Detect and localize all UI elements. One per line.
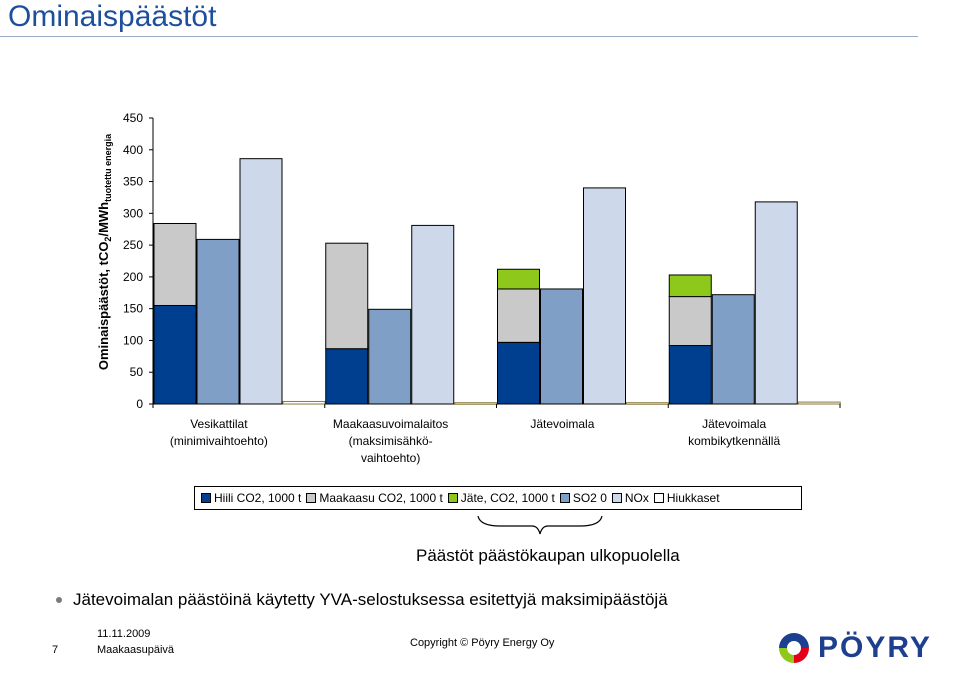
category-label-line: kombikytkennällä: [688, 434, 780, 448]
ylabel-sub2: tuotettu energia: [103, 133, 113, 202]
bar-3-series-4: [754, 201, 798, 405]
y-tick-label: 100: [123, 333, 143, 347]
category-label-line: (maksimisähkö-: [349, 434, 433, 448]
bar-1-series-3: [368, 308, 412, 405]
y-axis-label: Ominaispäästöt, tCO2/MWhtuotettu energia: [96, 133, 113, 370]
bar-0-series-0: [153, 304, 197, 405]
y-tick-label: 150: [123, 302, 143, 316]
category-label-line: Jätevoimala: [530, 417, 594, 431]
bar-2-series-0: [497, 341, 540, 405]
legend-label: SO2 0: [572, 491, 607, 505]
bar-0-series-4: [239, 158, 283, 405]
category-label: Jätevoimala: [530, 417, 594, 431]
bar-3-series-0: [668, 345, 712, 405]
bar-3-series-2: [668, 274, 712, 298]
bar-3-series-5: [797, 401, 841, 405]
legend-swatch: [306, 493, 317, 503]
category-label: Jätevoimala kombikytkennällä: [688, 417, 780, 448]
y-tick-label: 0: [136, 397, 143, 411]
ylabel-sub1: 2: [103, 237, 113, 242]
legend: Hiili CO2, 1000 t Maakaasu CO2, 1000 t Jät…: [194, 486, 802, 510]
ylabel-main: Ominaispäästöt, tCO: [96, 242, 111, 371]
legend-label: NOx: [624, 491, 649, 505]
y-tick-label: 400: [123, 143, 143, 157]
category-label: Vesikattilat (minimivaihtoehto): [170, 417, 268, 448]
svg-text:Ominaispäästöt, tCO2/MWhtuotet: Ominaispäästöt, tCO2/MWhtuotettu energia: [96, 133, 113, 370]
footer-event: Maakaasupäivä: [97, 644, 175, 656]
footer-date: 11.11.2009: [97, 628, 151, 640]
bar-1-series-1: [325, 242, 369, 350]
y-tick-label: 300: [123, 206, 143, 220]
title-divider: [0, 36, 918, 37]
bar-0-series-3: [196, 238, 240, 405]
footer-copyright: Copyright © Pöyry Energy Oy: [410, 637, 555, 649]
bar-1-series-0: [325, 348, 369, 405]
legend-item: Jäte, CO2, 1000 t: [447, 491, 555, 505]
brace: [477, 515, 603, 535]
legend-swatch: [201, 493, 211, 503]
plot-area: 0 50 100 150 200 250 300 350 400 450 Vesikattilat (…: [123, 111, 841, 465]
category-label: Maakaasuvoimalaitos (maksimisähkö-vaihtoe…: [333, 417, 448, 465]
legend-item: SO2 0: [559, 491, 607, 505]
logo-word: PÖYRY: [818, 631, 932, 664]
poyry-logo: PÖYRY: [776, 630, 932, 666]
bar-1-series-4: [411, 224, 455, 405]
bar-2-series-1: [497, 288, 540, 343]
bar-1-series-5: [454, 402, 498, 405]
y-tick-label: 450: [123, 111, 143, 125]
category-label-line: (minimivaihtoehto): [170, 434, 268, 448]
ylabel-mid: /MWh: [96, 202, 111, 237]
logo-mark-icon: [779, 633, 809, 663]
legend-item: Maakaasu CO2, 1000 t: [306, 491, 443, 505]
y-tick-label: 200: [123, 270, 143, 284]
y-tick-label: 350: [123, 175, 143, 189]
legend-swatch: [447, 493, 458, 503]
bar-3-series-1: [668, 296, 712, 347]
bullet-text: Jätevoimalan päästöinä käytetty YVA-selo…: [73, 590, 668, 609]
bullet-dot: [56, 597, 62, 603]
bar-2-series-4: [583, 187, 626, 405]
legend-label: Maakaasu CO2, 1000 t: [319, 491, 443, 505]
bar-0-series-5: [282, 400, 326, 405]
legend-item: Hiili CO2, 1000 t: [201, 491, 301, 505]
y-tick-label: 250: [123, 238, 143, 252]
legend-swatch: [653, 493, 664, 503]
bullet-note: Jätevoimalan päästöinä käytetty YVA-selo…: [56, 590, 668, 610]
category-label-line: Vesikattilat: [190, 417, 248, 431]
legend-label: Hiukkaset: [666, 491, 720, 505]
legend-swatch: [559, 493, 570, 503]
category-label-line: vaihtoehto): [361, 451, 420, 465]
legend-swatch: [611, 493, 622, 503]
category-label-line: Maakaasuvoimalaitos: [333, 417, 448, 431]
bar-2-series-2: [497, 268, 540, 290]
legend-item: Hiukkaset: [653, 491, 720, 505]
annotation-text: Päästöt päästökaupan ulkopuolella: [416, 546, 680, 565]
y-tick-label: 50: [130, 365, 144, 379]
page-number: 7: [52, 644, 59, 656]
bar-2-series-5: [626, 402, 669, 405]
category-label-line: Jätevoimala: [702, 417, 766, 431]
slide-title: Ominaispäästöt: [8, 0, 217, 33]
bar-0-series-1: [153, 223, 197, 306]
legend-item: NOx: [611, 491, 649, 505]
bar-3-series-3: [711, 294, 755, 405]
legend-label: Jäte, CO2, 1000 t: [460, 491, 555, 505]
bar-2-series-3: [540, 288, 583, 405]
legend-label: Hiili CO2, 1000 t: [214, 491, 302, 505]
